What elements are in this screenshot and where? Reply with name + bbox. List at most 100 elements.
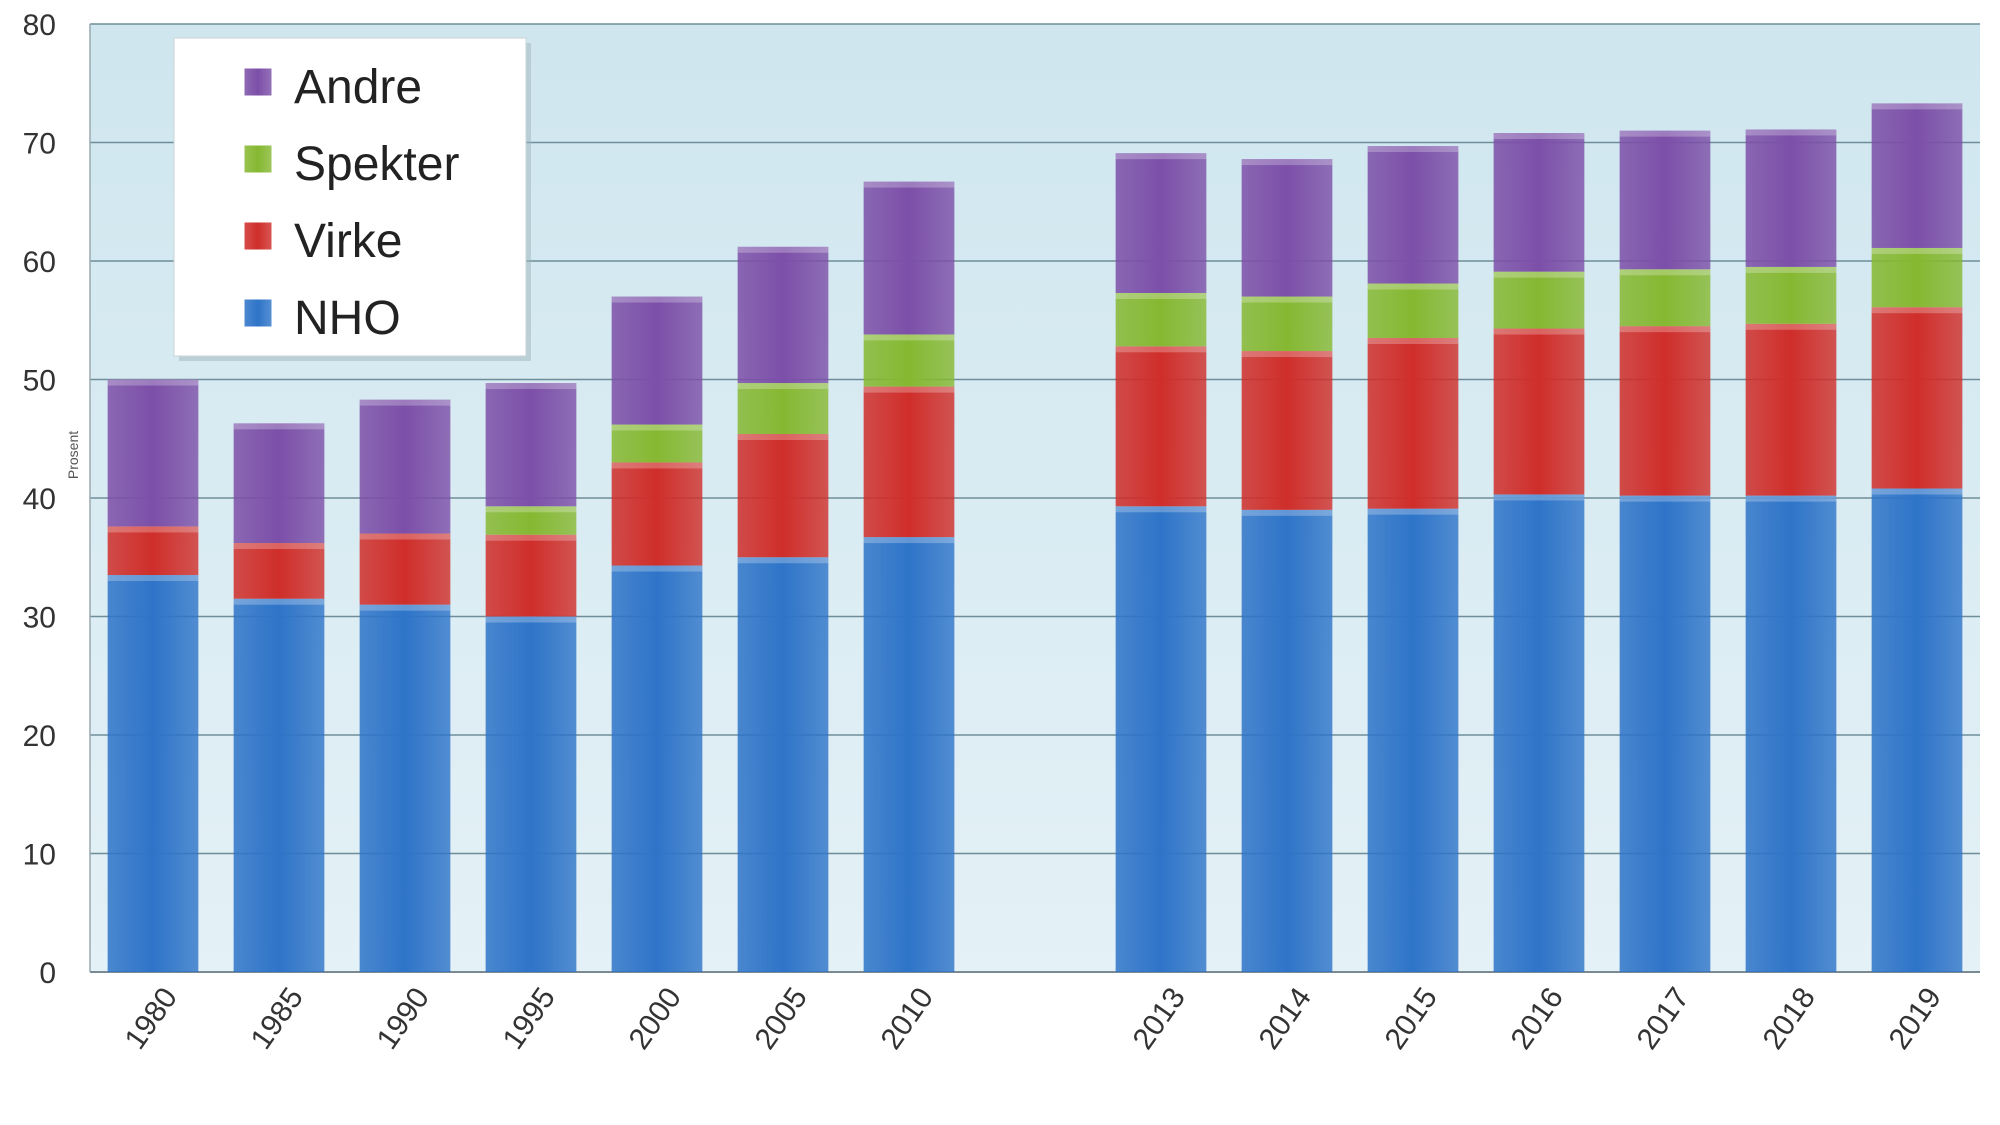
bar-nho-2019 [1871,488,1963,972]
bar-highlight [611,296,703,303]
bar-nho-2016 [1493,494,1585,972]
legend-box [173,37,527,357]
bar-highlight [863,334,955,341]
bar-highlight [611,565,703,572]
bar-andre-2000 [611,296,703,425]
bar-virke-2000 [611,462,703,566]
bar-highlight [233,423,325,430]
bar-spekter-1995 [485,506,577,535]
bar-highlight [1619,495,1711,502]
bar-highlight [1115,346,1207,353]
bar-spekter-2014 [1241,296,1333,352]
y-tick-label: 30 [23,602,56,635]
bar-spekter-2013 [1115,292,1207,347]
bar-highlight [1493,494,1585,501]
bar-highlight [863,181,955,188]
x-tick-label: 2014 [1253,982,1318,1056]
bar-spekter-2010 [863,334,955,387]
bars [107,103,1963,972]
legend-swatch-spekter [243,144,273,174]
bar-andre-2013 [1115,153,1207,293]
legend-label-virke: Virke [294,215,403,268]
bar-andre-1990 [359,399,451,534]
bar-spekter-2005 [737,383,829,435]
legend-label-andre: Andre [294,61,422,114]
bar-highlight [1367,508,1459,515]
bar-nho-1985 [233,598,325,972]
y-tick-label: 10 [23,839,56,872]
bar-andre-2018 [1745,129,1837,267]
bar-nho-2000 [611,565,703,972]
bar-highlight [1745,323,1837,330]
bar-highlight [107,526,199,533]
bar-nho-1995 [485,616,577,972]
x-tick-label: 1995 [497,982,562,1056]
x-tick-label: 1990 [371,982,436,1056]
y-axis-title: Prosent [65,431,81,479]
bar-andre-2014 [1241,159,1333,297]
bar-highlight [485,506,577,513]
y-tick-label: 20 [23,720,56,753]
bar-nho-2017 [1619,495,1711,972]
bar-spekter-2019 [1871,247,1963,308]
bar-highlight [359,604,451,611]
x-tick-label: 2010 [875,982,940,1056]
bar-virke-2014 [1241,351,1333,510]
y-tick-label: 70 [23,128,56,161]
bar-highlight [1241,509,1333,516]
bar-nho-1980 [107,575,199,972]
bar-highlight [737,246,829,253]
bar-andre-2015 [1367,146,1459,284]
x-tick-label: 2017 [1631,982,1696,1056]
bar-highlight [485,534,577,541]
bar-nho-2010 [863,537,955,972]
bar-andre-1995 [485,383,577,507]
bar-virke-2019 [1871,307,1963,489]
legend-swatch-nho [243,298,273,328]
bar-highlight [1871,247,1963,254]
bar-highlight [1241,296,1333,303]
legend-label-spekter: Spekter [294,138,459,191]
bar-highlight [1871,488,1963,495]
bar-highlight [863,386,955,393]
legend-swatch-virke [243,221,273,251]
bar-highlight [1241,351,1333,358]
x-tick-label: 2013 [1127,982,1192,1056]
bar-virke-1985 [233,543,325,599]
legend: Andre Spekter Virke NHO [173,37,531,361]
bar-virke-2015 [1367,338,1459,509]
y-tick-label: 40 [23,483,56,516]
bar-highlight [1241,159,1333,166]
bar-highlight [1493,271,1585,278]
bar-andre-2019 [1871,103,1963,248]
bar-highlight [737,434,829,441]
bar-virke-1990 [359,533,451,605]
bar-highlight [1115,153,1207,160]
bar-andre-2016 [1493,133,1585,272]
x-tick-label: 1985 [245,982,310,1056]
bar-spekter-2000 [611,424,703,463]
bar-andre-2010 [863,181,955,335]
bar-highlight [1493,133,1585,140]
bar-highlight [107,575,199,582]
legend-label-nho: NHO [294,292,401,345]
y-tick-label: 80 [23,9,56,42]
bar-highlight [1745,495,1837,502]
bar-highlight [1493,328,1585,335]
y-tick-label: 0 [39,957,56,990]
bar-nho-2013 [1115,506,1207,972]
bar-highlight [1367,283,1459,290]
bar-spekter-2016 [1493,271,1585,329]
bar-highlight [737,383,829,390]
bar-highlight [1367,146,1459,153]
bar-nho-2005 [737,557,829,972]
bar-virke-1995 [485,534,577,617]
bar-highlight [359,399,451,406]
bar-virke-1980 [107,526,199,576]
bar-nho-2018 [1745,495,1837,972]
bar-highlight [233,543,325,550]
bar-highlight [1367,338,1459,345]
x-tick-label: 2016 [1505,982,1570,1056]
bar-virke-2018 [1745,323,1837,496]
